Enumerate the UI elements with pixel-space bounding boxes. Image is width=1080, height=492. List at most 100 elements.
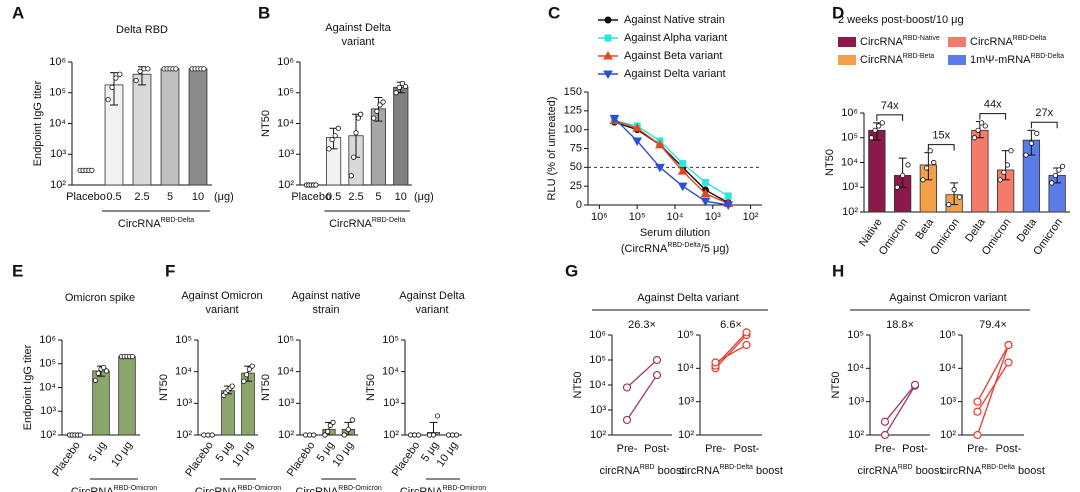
chart-title: Delta RBD [116, 24, 168, 36]
group-label-text: CircRNA [118, 218, 161, 230]
y-tick-label: 10⁴ [939, 362, 956, 374]
group-label-suffix: boost [1015, 465, 1045, 477]
marker [603, 70, 613, 80]
data-point [415, 432, 422, 438]
data-point [117, 71, 123, 77]
bar [118, 356, 136, 436]
data-point [133, 77, 139, 84]
legend-swatch [838, 37, 856, 47]
x-tick-label: Placebo [183, 440, 216, 479]
y-tick-label: 10⁵ [589, 354, 606, 366]
data-point [377, 102, 383, 108]
data-point [982, 123, 988, 129]
marker [679, 160, 687, 168]
panel-letter: E [12, 261, 23, 280]
marker [604, 16, 612, 24]
y-axis-label: NT50 [260, 110, 272, 137]
data-point [329, 136, 335, 143]
chart-title: Against native [291, 290, 360, 302]
group-label: circRNARBD-Delta boost [679, 464, 783, 477]
group-label-sup: RBD-Delta [161, 217, 195, 224]
legend-label-text: 1mΨ-mRNA [970, 54, 1031, 66]
x-tick-label: 2.5 [348, 191, 363, 203]
data-point [89, 167, 95, 173]
x-tick-label: Pre- [875, 443, 896, 455]
y-tick-label: 10⁵ [277, 334, 294, 346]
x-tick-label: 10⁴ [667, 211, 684, 223]
data-point [137, 68, 143, 74]
data-point [229, 383, 235, 389]
y-tick-label: 10² [40, 429, 56, 441]
bar [160, 68, 180, 186]
marker [677, 182, 688, 192]
data-point [335, 125, 341, 131]
pair-line [715, 334, 747, 369]
y-tick-label: 10⁵ [939, 329, 956, 341]
x-tick-label: 10 [395, 191, 407, 203]
chart-title: Against Omicron variant [889, 292, 1006, 304]
marker [724, 192, 732, 200]
curve [614, 119, 729, 197]
bar [188, 68, 208, 186]
legend-label-text: CircRNA [860, 54, 903, 66]
data-point [711, 358, 720, 367]
legend-label-sup: RBD-Native [903, 35, 940, 42]
y-tick-label: 10⁵ [39, 358, 56, 370]
data-point [946, 201, 952, 208]
chart-title: Against Delta [325, 22, 391, 34]
y-axis-label: NT50 [830, 372, 842, 399]
y-axis-label: NT50 [572, 372, 584, 399]
y-tick-label: 10⁵ [382, 334, 399, 346]
y-tick-label: 0 [576, 199, 582, 211]
pair-line [626, 359, 658, 388]
legend-label-sup: RBD-Delta [1013, 35, 1047, 42]
data-point [92, 377, 99, 383]
y-tick-label: 10⁵ [847, 329, 864, 341]
y-tick-label: 10² [848, 429, 864, 441]
data-point [894, 184, 900, 190]
panel-letter: D [832, 3, 844, 22]
group-label: CircRNARBD-Omicron [195, 485, 281, 492]
curve [614, 119, 729, 205]
data-point [652, 355, 662, 365]
y-axis-label: NT50 [365, 374, 377, 401]
y-tick-label: 10⁵ [677, 329, 694, 341]
chart-title: variant [341, 36, 374, 48]
y-tick-label: 100 [564, 124, 582, 136]
y-tick-label: 10⁶ [841, 107, 858, 119]
bracket [1030, 121, 1058, 129]
x-tick-label: Placebo [291, 191, 331, 203]
y-tick-label: 10⁴ [175, 366, 192, 378]
marker [604, 34, 612, 42]
chart-title: Against Omicron [181, 290, 262, 302]
data-point [1056, 167, 1062, 173]
marker [677, 166, 688, 175]
legend-label: CircRNARBD-Delta [970, 35, 1046, 48]
x-tick-label: Placebo [390, 440, 423, 479]
data-point [910, 380, 920, 389]
data-point [1004, 340, 1013, 350]
data-point [246, 366, 252, 372]
data-point [880, 430, 890, 440]
chart-title: strain [313, 304, 340, 316]
marker [609, 114, 620, 124]
x-tick-label: Pre- [967, 443, 988, 455]
y-axis-label: NT50 [158, 374, 170, 401]
x-tick-label: 0.5 [326, 191, 341, 203]
x-axis-label: Serum dilution [640, 227, 710, 239]
y-tick-label: 10³ [176, 397, 192, 409]
y-tick-label: 10³ [50, 148, 66, 160]
group-label: CircRNARBD-Omicron [400, 485, 486, 492]
fold-label: 74x [881, 100, 899, 112]
data-point [330, 419, 336, 425]
pair-line [626, 374, 658, 421]
chart-title: Against Delta [399, 290, 465, 302]
data-point [345, 426, 351, 433]
y-tick-label: 10² [50, 179, 66, 191]
panel-letter: B [258, 3, 270, 22]
data-point [430, 432, 437, 438]
data-point [95, 370, 101, 376]
data-point [371, 115, 377, 121]
data-point [742, 328, 751, 337]
pair-line [976, 362, 1010, 413]
